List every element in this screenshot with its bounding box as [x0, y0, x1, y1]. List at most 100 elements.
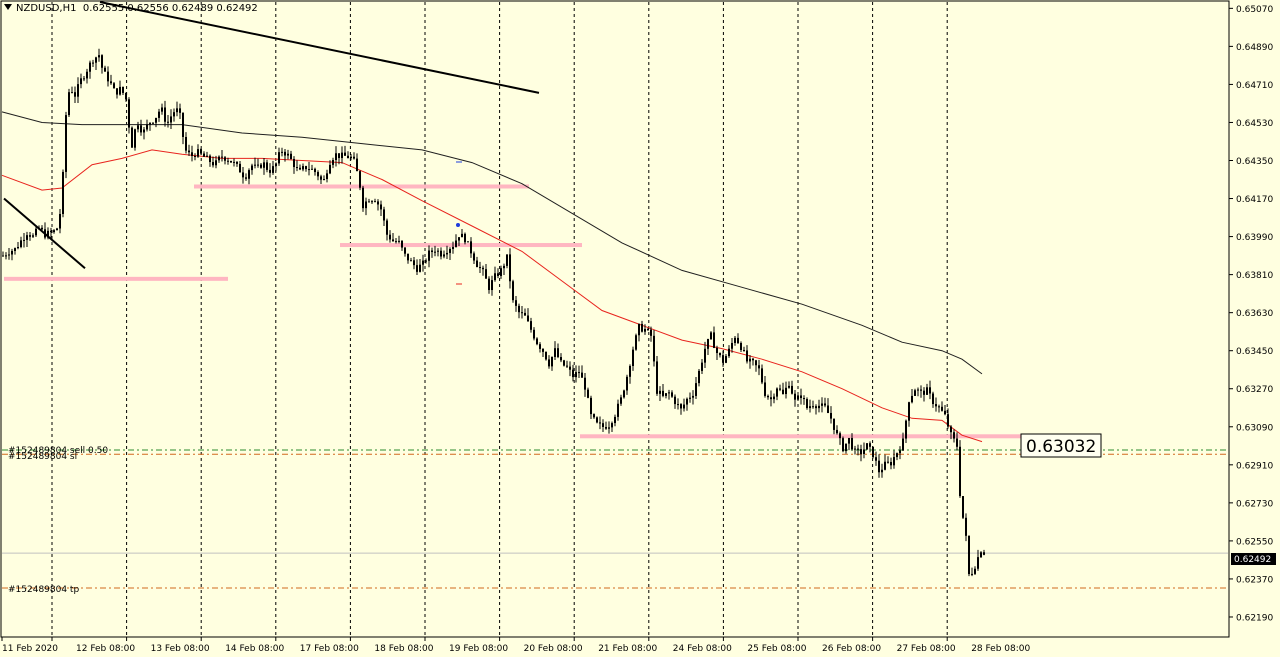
candle-body — [140, 125, 142, 133]
trend-line[interactable] — [3, 197, 86, 270]
price-tick-label: 0.64710 — [1236, 81, 1273, 91]
candle-body — [497, 273, 499, 276]
candle-body — [494, 273, 496, 281]
last-price-marker: 0.62492 — [1231, 553, 1276, 565]
candle-body — [980, 552, 982, 558]
candle-body — [905, 420, 907, 439]
time-tick-label: 17 Feb 08:00 — [300, 644, 359, 654]
candle-body — [377, 201, 379, 205]
candle-body — [647, 328, 649, 330]
price-tick-label: 0.63630 — [1236, 309, 1273, 319]
candle-body — [614, 416, 616, 424]
candle-body — [113, 83, 115, 89]
time-tick-label: 18 Feb 08:00 — [374, 644, 433, 654]
candle-body — [188, 150, 190, 153]
time-tick-label: 26 Feb 08:00 — [822, 644, 881, 654]
moving-averages — [1, 111, 983, 443]
candle-body — [488, 278, 490, 291]
candle-body — [701, 362, 703, 371]
candle-body — [785, 387, 787, 395]
level-zone[interactable] — [340, 243, 582, 248]
candle-body — [158, 111, 160, 118]
candle-body — [524, 312, 526, 316]
candle-body — [197, 149, 199, 157]
candle-body — [323, 179, 325, 181]
candle-body — [248, 170, 250, 179]
time-tick-label: 13 Feb 08:00 — [151, 644, 210, 654]
candle-body — [212, 162, 214, 166]
candle-body — [749, 358, 751, 362]
candle-body — [428, 250, 430, 261]
candle-body — [173, 112, 175, 117]
candle-body — [365, 201, 367, 209]
candle-body — [269, 169, 271, 173]
candle-body — [689, 397, 691, 399]
candle-body — [170, 116, 172, 123]
time-axis[interactable]: 11 Feb 2020 12 Feb 08:00 13 Feb 08:00 14 Fe… — [1, 637, 1031, 654]
candle-body — [854, 448, 856, 450]
trend-line[interactable] — [99, 1, 540, 94]
candle-body — [230, 160, 232, 163]
candle-body — [119, 86, 121, 95]
candle-body — [770, 397, 772, 400]
candle-body — [59, 213, 61, 229]
candle-body — [815, 406, 817, 409]
price-tick-label: 0.63450 — [1236, 347, 1273, 357]
candle-body — [791, 385, 793, 394]
candle-body — [251, 165, 253, 171]
candle-body — [848, 438, 850, 444]
candle-body — [32, 235, 34, 237]
candle-body — [830, 412, 832, 419]
candle-body — [575, 372, 577, 378]
candle-body — [5, 255, 7, 257]
level-value-box[interactable]: 0.63032 — [1020, 433, 1102, 458]
candle-body — [908, 402, 910, 421]
candle-body — [320, 176, 322, 180]
candle-body — [941, 406, 943, 411]
level-value-text: 0.63032 — [1026, 437, 1096, 457]
candle-body — [704, 348, 706, 363]
price-tick-label: 0.62370 — [1236, 575, 1273, 585]
price-axis[interactable]: 0.65070 0.64890 0.64710 0.64530 0.64350 0.641… — [1228, 1, 1273, 637]
price-tick-label: 0.64890 — [1236, 43, 1273, 53]
level-zone[interactable] — [4, 276, 228, 281]
candle-body — [983, 552, 985, 555]
candle-body — [152, 122, 154, 124]
candle-body — [245, 177, 247, 179]
level-zone[interactable] — [580, 434, 1022, 439]
candle-body — [860, 449, 862, 454]
candle-body — [707, 339, 709, 349]
candle-body — [215, 160, 217, 166]
candle-body — [863, 449, 865, 454]
candle-body — [347, 155, 349, 159]
candle-body — [653, 335, 655, 362]
dropdown-triangle-icon[interactable] — [4, 4, 12, 10]
candle-body — [368, 201, 370, 203]
candle-body — [35, 228, 37, 236]
candle-body — [206, 155, 208, 157]
candle-body — [746, 350, 748, 362]
candle-body — [284, 151, 286, 156]
candle-body — [977, 557, 979, 569]
candle-body — [491, 280, 493, 291]
chart-header: NZDUSD,H1 0.62555 0.62556 0.62489 0.6249… — [4, 3, 258, 14]
trend-lines[interactable] — [3, 1, 540, 285]
candle-body — [29, 235, 31, 237]
candle-body — [584, 377, 586, 390]
level-zone[interactable] — [194, 184, 529, 189]
candle-body — [17, 246, 19, 249]
candle-body — [83, 78, 85, 80]
support-resistance-zones[interactable] — [4, 184, 1022, 439]
candle-body — [101, 55, 103, 68]
candle-body — [467, 241, 469, 243]
candle-body — [47, 230, 49, 238]
candle-body — [530, 321, 532, 330]
order-lines[interactable] — [2, 449, 1228, 589]
candle-body — [179, 108, 181, 113]
candle-body — [899, 450, 901, 454]
candle-body — [695, 383, 697, 396]
candle-body — [581, 372, 583, 378]
price-tick-label: 0.63810 — [1236, 271, 1273, 281]
candle-body — [218, 156, 220, 161]
